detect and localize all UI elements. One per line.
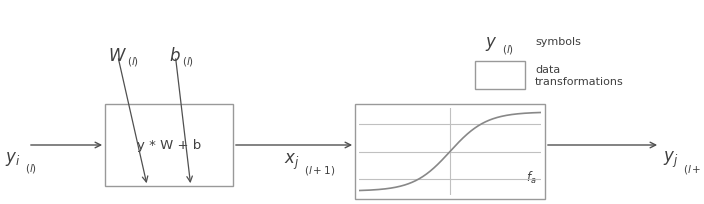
Text: $(l)$: $(l)$ xyxy=(182,55,194,68)
Text: $(l)$: $(l)$ xyxy=(502,43,514,56)
Bar xyxy=(475,62,525,90)
Text: symbols: symbols xyxy=(535,37,581,47)
Text: $x_j$: $x_j$ xyxy=(284,151,299,171)
Text: $f_a$: $f_a$ xyxy=(527,169,537,185)
Text: $b$: $b$ xyxy=(169,47,181,65)
Text: $(l+1)$: $(l+1)$ xyxy=(304,163,335,176)
Bar xyxy=(105,104,233,186)
Text: $y_i$: $y_i$ xyxy=(5,149,20,167)
Text: $(l)$: $(l)$ xyxy=(25,161,37,174)
Text: data: data xyxy=(535,64,560,74)
Bar xyxy=(355,104,545,199)
Text: $y_j$: $y_j$ xyxy=(663,149,679,169)
Text: transformations: transformations xyxy=(535,77,624,87)
Text: $(l)$: $(l)$ xyxy=(127,55,139,68)
Text: $W$: $W$ xyxy=(108,47,127,65)
Text: $y$: $y$ xyxy=(485,35,498,53)
Text: $(l+1)$: $(l+1)$ xyxy=(683,162,704,175)
Text: y * W + b: y * W + b xyxy=(137,139,201,152)
